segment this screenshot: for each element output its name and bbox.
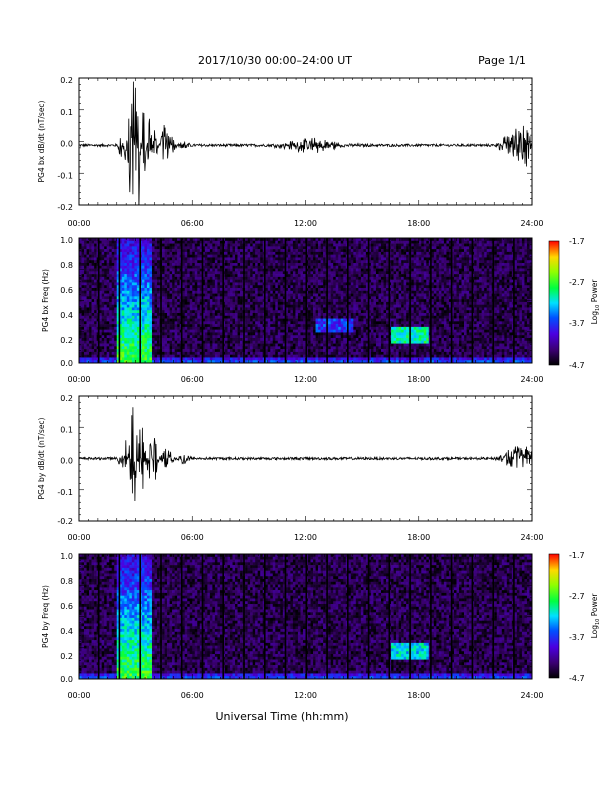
by-freq-ytick-4: 0.2 — [60, 652, 73, 661]
bx-colorbar-tick-0: -1.7 — [569, 237, 585, 246]
by-spectrogram-cells — [79, 554, 533, 680]
bx-freq-xtick-0: 00:00 — [67, 375, 90, 384]
bx-dbdt-ytick-1: 0.1 — [60, 108, 73, 117]
bx-freq-xtick-1: 06:00 — [181, 375, 204, 384]
by-dbdt-xtick-3: 18:00 — [407, 533, 430, 542]
by-freq-xtick-0: 00:00 — [67, 691, 90, 700]
by-freq-ytick-5: 0.0 — [60, 675, 73, 684]
bx-freq-ytick-5: 0.0 — [60, 359, 73, 368]
bx-spectrogram-cells — [79, 238, 533, 364]
bx-dbdt-xtick-4: 24:00 — [520, 219, 543, 228]
bx-spectrogram-axis-ticks — [78, 237, 533, 364]
by-freq-ytick-2: 0.6 — [60, 602, 73, 611]
bx-dbdt-xtick-3: 18:00 — [407, 219, 430, 228]
by-dbdt-ytick-0: 0.2 — [60, 394, 73, 403]
bx-freq-xtick-4: 24:00 — [520, 375, 543, 384]
bx-colorbar: -1.7 -2.7 -3.7 -4.7 Log10 Power — [548, 237, 601, 370]
bx-freq-ytick-1: 0.8 — [60, 261, 73, 270]
by-dbdt-ytick-1: 0.1 — [60, 425, 73, 434]
bx-colorbar-tick-1: -2.7 — [569, 278, 585, 287]
by-dbdt-ytick-3: -0.1 — [57, 488, 73, 497]
bx-dbdt-ytick-0: 0.2 — [60, 76, 73, 85]
bx-colorbar-label: Log10 Power — [590, 279, 601, 325]
by-freq-ytick-3: 0.4 — [60, 627, 73, 636]
bx-dbdt-axis-ticks — [78, 77, 533, 206]
bx-freq-ytick-4: 0.2 — [60, 336, 73, 345]
by-colorbar-label-power: Power — [590, 593, 599, 619]
bx-dbdt-xtick-2: 12:00 — [294, 219, 317, 228]
by-freq-ytick-1: 0.8 — [60, 577, 73, 586]
bx-colorbar-label-base: 10 — [595, 305, 601, 311]
by-freq-xtick-2: 12:00 — [294, 691, 317, 700]
panel-bx-spectrogram: 1.0 0.8 0.6 0.4 0.2 0.0 00:00 06:00 12:0… — [41, 236, 601, 384]
figure-title: 2017/10/30 00:00–24:00 UT — [198, 54, 352, 67]
by-dbdt-ytick-4: -0.2 — [57, 517, 73, 526]
bx-dbdt-ytick-2: 0.0 — [60, 140, 73, 149]
bx-colorbar-tick-2: -3.7 — [569, 319, 585, 328]
by-colorbar-tick-2: -3.7 — [569, 633, 585, 642]
bx-freq-ytick-2: 0.6 — [60, 286, 73, 295]
by-freq-ytick-0: 1.0 — [60, 552, 73, 561]
panel-by-spectrogram: 1.0 0.8 0.6 0.4 0.2 0.0 00:00 06:00 12:0… — [41, 551, 601, 700]
by-dbdt-trace — [79, 407, 532, 502]
by-freq-xtick-1: 06:00 — [181, 691, 204, 700]
bx-colorbar-tick-3: -4.7 — [569, 361, 585, 370]
by-colorbar-scale — [548, 553, 560, 679]
bx-freq-ytick-3: 0.4 — [60, 311, 73, 320]
bx-freq-xtick-2: 12:00 — [294, 375, 317, 384]
by-colorbar-tick-3: -4.7 — [569, 674, 585, 683]
by-colorbar-tick-0: -1.7 — [569, 551, 585, 560]
by-colorbar-label-base: 10 — [595, 619, 601, 625]
bx-dbdt-trace — [79, 81, 532, 205]
by-colorbar-tick-1: -2.7 — [569, 592, 585, 601]
bx-colorbar-label-log: Log — [590, 311, 599, 325]
bx-freq-ylabel: PG4 bx Freq (Hz) — [41, 269, 50, 332]
time-axis-label: Universal Time (hh:mm) — [216, 710, 349, 723]
by-dbdt-xtick-0: 00:00 — [67, 533, 90, 542]
bx-dbdt-xtick-1: 06:00 — [181, 219, 204, 228]
by-freq-xtick-4: 24:00 — [520, 691, 543, 700]
by-dbdt-ytick-2: 0.0 — [60, 457, 73, 466]
bx-dbdt-ylabel: PG4 bx dB/dt (nT/sec) — [37, 100, 46, 182]
bx-dbdt-ytick-3: -0.1 — [57, 171, 73, 180]
by-freq-ylabel: PG4 by Freq (Hz) — [41, 585, 50, 648]
by-colorbar-label: Log10 Power — [590, 593, 601, 639]
bx-freq-ytick-0: 1.0 — [60, 236, 73, 245]
by-dbdt-xtick-1: 06:00 — [181, 533, 204, 542]
by-dbdt-xtick-4: 24:00 — [520, 533, 543, 542]
bx-freq-xtick-3: 18:00 — [407, 375, 430, 384]
bx-colorbar-scale — [548, 240, 560, 366]
by-dbdt-xtick-2: 12:00 — [294, 533, 317, 542]
panel-by-dbdt: 0.2 0.1 0.0 -0.1 -0.2 00:00 06:00 12:00 … — [37, 394, 544, 542]
by-colorbar-label-log: Log — [590, 625, 599, 639]
panel-bx-dbdt: 0.2 0.1 0.0 -0.1 -0.2 00:00 06:00 12:00 … — [37, 76, 544, 228]
by-spectrogram-axis-ticks — [78, 553, 533, 680]
by-dbdt-axis-ticks — [78, 395, 533, 522]
by-dbdt-ylabel: PG4 by dB/dt (nT/sec) — [37, 417, 46, 499]
bx-colorbar-label-power: Power — [590, 279, 599, 305]
by-colorbar: -1.7 -2.7 -3.7 -4.7 Log10 Power — [548, 551, 601, 683]
page-number: Page 1/1 — [478, 54, 526, 67]
bx-dbdt-xtick-0: 00:00 — [67, 219, 90, 228]
bx-dbdt-ytick-4: -0.2 — [57, 203, 73, 212]
by-freq-xtick-3: 18:00 — [407, 691, 430, 700]
